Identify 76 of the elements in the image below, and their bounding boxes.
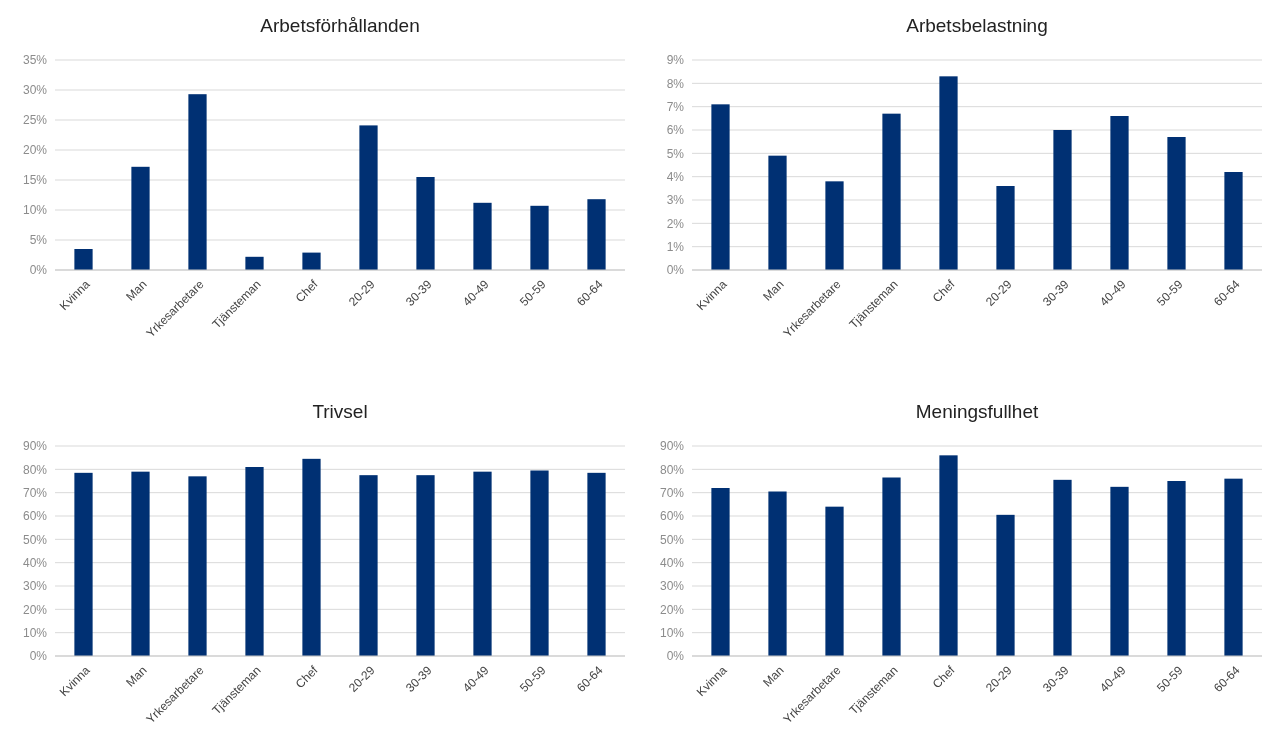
bar	[939, 455, 958, 656]
y-tick-label: 5%	[29, 233, 48, 248]
x-tick-label: Man	[760, 277, 787, 304]
bar	[711, 488, 730, 656]
bar	[882, 477, 901, 656]
y-tick-label: 60%	[659, 509, 685, 524]
y-tick-label: 80%	[659, 462, 685, 477]
y-tick-label: 1%	[666, 239, 685, 254]
y-tick-label: 20%	[22, 143, 48, 158]
y-tick-label: 90%	[659, 439, 685, 454]
y-tick-label: 40%	[659, 555, 685, 570]
y-tick-label: 60%	[22, 509, 48, 524]
bar	[768, 155, 787, 270]
y-tick-label: 7%	[666, 99, 685, 114]
y-tick-label: 40%	[22, 555, 48, 570]
y-tick-label: 0%	[666, 263, 685, 278]
y-tick-label: 3%	[666, 193, 685, 208]
bar	[939, 76, 958, 270]
bar	[1110, 116, 1129, 270]
bar	[188, 94, 207, 270]
y-tick-label: 10%	[659, 625, 685, 640]
y-tick-label: 9%	[666, 53, 685, 68]
bar	[1224, 172, 1243, 270]
y-tick-label: 50%	[22, 532, 48, 547]
y-tick-label: 30%	[22, 83, 48, 98]
bar	[359, 125, 378, 270]
y-tick-label: 80%	[22, 462, 48, 477]
x-tick-label: Man	[760, 663, 787, 690]
chart-title: Arbetsbelastning	[906, 15, 1048, 36]
y-tick-label: 15%	[22, 173, 48, 188]
chart-title: Meningsfullhet	[915, 401, 1039, 422]
y-tick-label: 70%	[659, 485, 685, 500]
x-tick-label: Man	[123, 277, 150, 304]
bar	[587, 199, 606, 270]
bar	[245, 256, 264, 270]
y-tick-label: 20%	[22, 602, 48, 617]
bar	[1224, 478, 1243, 656]
chart-title: Arbetsförhållanden	[260, 15, 420, 36]
y-tick-label: 6%	[666, 123, 685, 138]
bar	[302, 252, 321, 270]
bar	[74, 249, 93, 270]
y-tick-label: 5%	[666, 146, 685, 161]
y-tick-label: 70%	[22, 485, 48, 500]
bar	[882, 113, 901, 270]
y-tick-label: 0%	[29, 263, 48, 278]
bar	[416, 177, 435, 270]
bar	[1167, 137, 1186, 270]
y-tick-label: 30%	[659, 579, 685, 594]
y-tick-label: 8%	[666, 76, 685, 91]
bar	[825, 181, 844, 270]
y-tick-label: 4%	[666, 169, 685, 184]
bar	[711, 104, 730, 270]
y-tick-label: 90%	[22, 439, 48, 454]
bar	[1053, 130, 1072, 270]
y-tick-label: 50%	[659, 532, 685, 547]
bar	[530, 205, 549, 270]
bar	[1053, 479, 1072, 656]
bar	[473, 202, 492, 270]
bar	[768, 491, 787, 656]
y-tick-label: 0%	[29, 649, 48, 664]
bar	[1167, 481, 1186, 656]
y-tick-label: 10%	[22, 203, 48, 218]
y-tick-label: 30%	[22, 579, 48, 594]
bar	[1110, 486, 1129, 656]
y-tick-label: 10%	[22, 625, 48, 640]
y-tick-label: 0%	[666, 649, 685, 664]
x-tick-label: Man	[123, 663, 150, 690]
y-tick-label: 2%	[666, 216, 685, 231]
y-tick-label: 35%	[22, 53, 48, 68]
bar	[131, 166, 150, 270]
y-tick-label: 20%	[659, 602, 685, 617]
chart-title: Trivsel	[312, 401, 368, 422]
bar	[996, 514, 1015, 656]
bar	[825, 506, 844, 656]
bar	[996, 186, 1015, 270]
y-tick-label: 25%	[22, 113, 48, 128]
